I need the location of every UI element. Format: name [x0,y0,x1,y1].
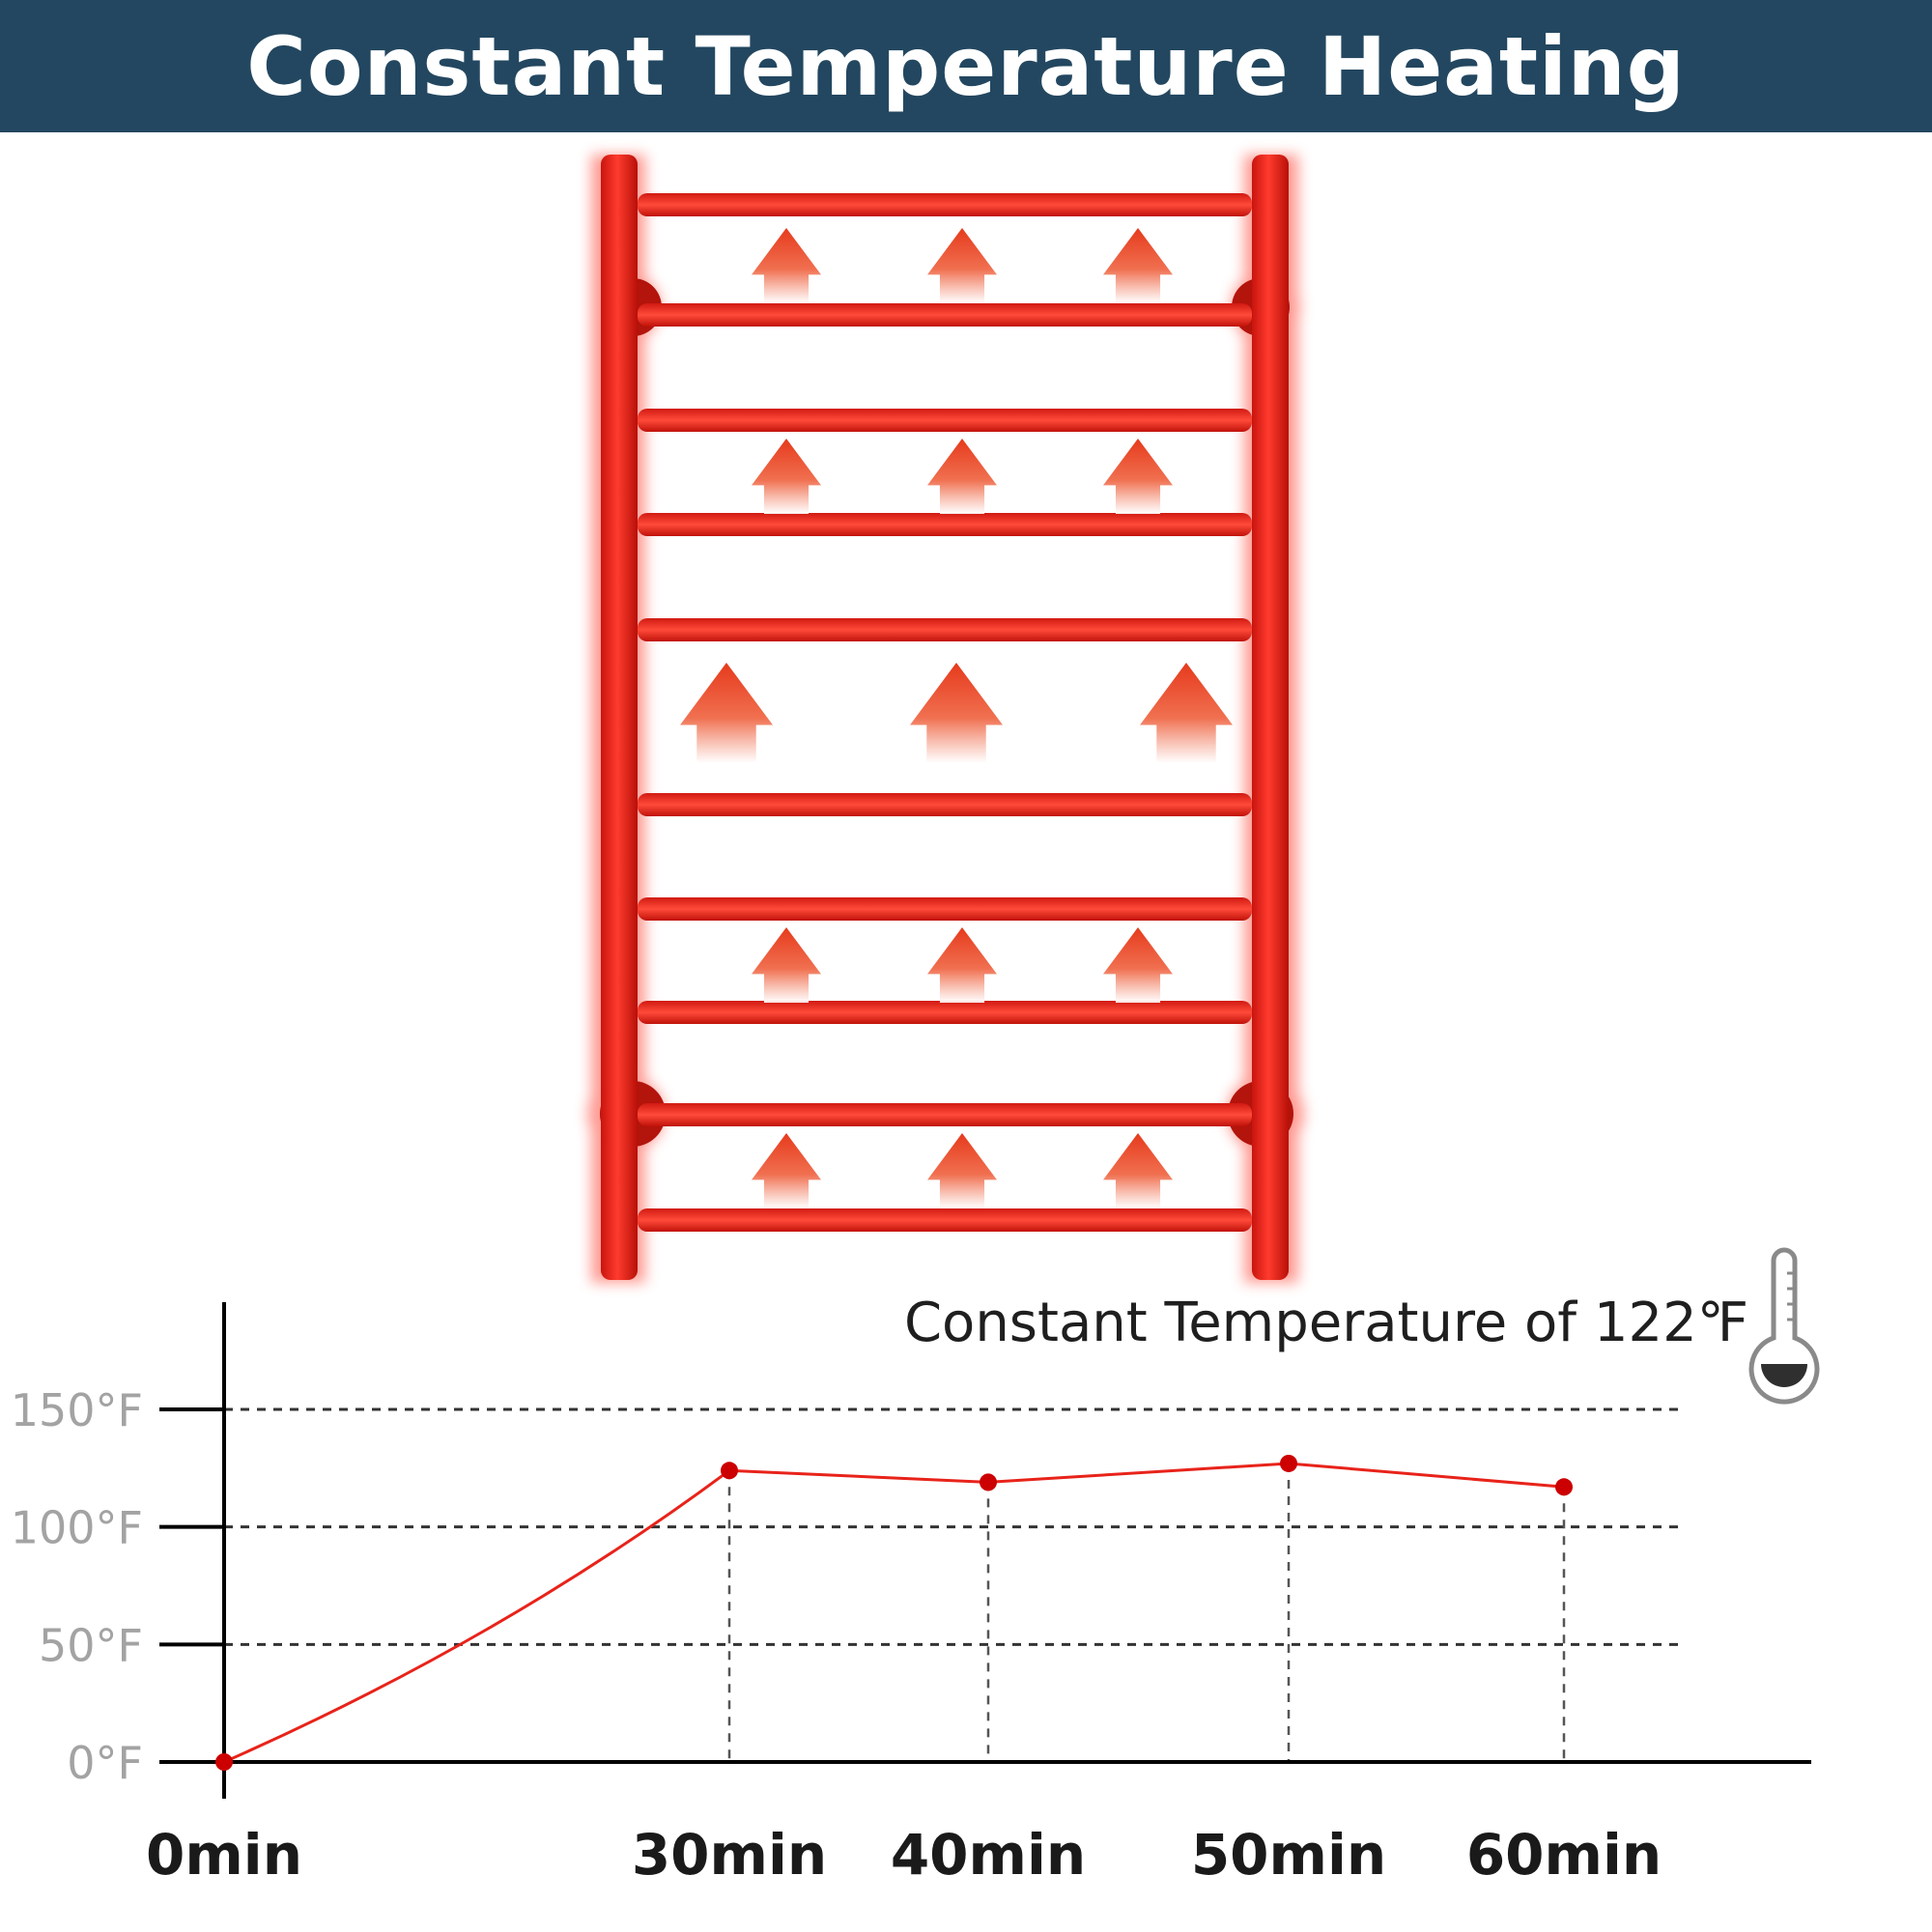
data-point [1555,1478,1573,1496]
rail-crossbar [638,897,1252,921]
heat-up-arrow-icon [752,1133,821,1208]
heat-up-arrow-icon [1103,1133,1173,1208]
x-tick-label: 30min [632,1822,827,1888]
x-tick-label: 50min [1191,1822,1386,1888]
temperature-chart: 0°F 50°F 100°F 150°F 0min 30min 40min 50min 60m… [11,1302,1811,1888]
rail-crossbar [638,618,1252,641]
constant-temperature-annotation: Constant Temperature of 122℉ [904,1292,1748,1354]
y-tick-label: 0°F [67,1737,143,1789]
heat-up-arrow-icon [1140,663,1233,763]
left-vertical-rail [601,155,638,1280]
data-point [215,1753,233,1771]
heat-up-arrow-icon [752,439,821,514]
x-tick-label: 60min [1466,1822,1662,1888]
heat-up-arrow-icon [927,228,997,303]
heat-up-arrow-icon [680,663,773,763]
rail-crossbar [638,793,1252,816]
x-tick-label: 40min [891,1822,1086,1888]
rail-crossbar [638,303,1252,327]
page-title: Constant Temperature Heating [246,18,1686,114]
rail-crossbar [638,1001,1252,1024]
heat-up-arrow-icon [927,927,997,1003]
heated-towel-rail-illustration [587,155,1304,1283]
rail-crossbar [638,193,1252,216]
heat-up-arrow-icon [1103,439,1173,514]
rail-crossbar [638,1208,1252,1232]
heat-up-arrow-icon [752,228,821,303]
x-tick-label: 0min [146,1822,302,1888]
rail-crossbar [638,409,1252,432]
y-tick-label: 100°F [11,1502,143,1554]
temperature-series-line [223,1462,1565,1764]
heat-up-arrow-icon [1103,927,1173,1003]
heat-up-arrow-icon [910,663,1003,763]
rail-crossbar [638,1103,1252,1126]
thermometer-icon [1748,1247,1820,1405]
data-point [721,1462,738,1480]
data-point [1280,1454,1297,1472]
right-vertical-rail [1252,155,1289,1280]
heat-up-arrow-icon [752,927,821,1003]
heat-up-arrow-icon [927,439,997,514]
y-tick-label: 150°F [11,1384,143,1436]
heat-up-arrow-icon [927,1133,997,1208]
data-point [980,1473,997,1492]
header-banner: Constant Temperature Heating [0,0,1932,132]
y-tick-label: 50°F [39,1619,143,1671]
heat-up-arrow-icon [1103,228,1173,303]
rail-crossbar [638,513,1252,536]
